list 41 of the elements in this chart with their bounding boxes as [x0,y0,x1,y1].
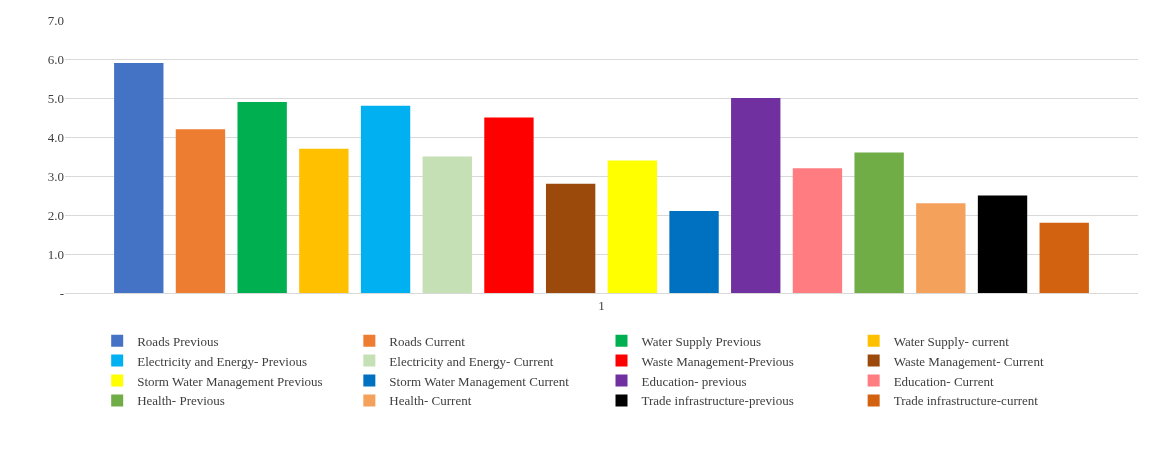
bar [175,129,226,293]
legend-label: Education- previous [641,373,747,389]
bar [545,183,596,293]
legend-label: Water Supply- current [893,333,1010,349]
y-tick-label: 3.0 [47,168,64,184]
bar [1039,222,1089,293]
y-tick-label: 1.0 [47,246,64,262]
y-tick-label: 7.0 [47,12,64,28]
bar [731,98,781,293]
legend-label: Roads Previous [137,333,219,349]
bar [114,62,164,293]
legend-label: Roads Current [389,333,466,349]
legend-label: Waste Management-Previous [641,353,794,369]
bar [854,152,904,293]
bar [299,148,349,293]
bar [422,156,472,293]
legend-label: Storm Water Management Current [389,373,570,389]
legend-label: Waste Management- Current [893,353,1044,369]
bar [607,160,658,293]
legend-label: Electricity and Energy- Previous [137,353,307,369]
legend-label: Storm Water Management Previous [137,373,323,389]
y-tick-label: 4.0 [47,129,64,145]
bar [484,117,534,293]
x-tick-label: 1 [598,297,605,313]
y-tick-label: 6.0 [47,51,64,67]
bar [360,105,411,293]
y-tick-label: 2.0 [47,207,64,223]
bar [916,203,966,293]
bar [977,195,1028,293]
legend-label: Health- Previous [137,393,225,409]
legend-label: Water Supply Previous [641,333,762,349]
legend-label: Health- Current [389,393,472,409]
bar [237,101,287,293]
legend-label: Trade infrastructure-current [893,393,1039,409]
legend-label: Education- Current [893,373,995,389]
legend-label: Trade infrastructure-previous [641,393,794,409]
legend-label: Electricity and Energy- Current [389,353,554,369]
y-tick-label: 5.0 [47,90,64,106]
bar [792,168,843,293]
y-tick-label: - [59,285,64,301]
bar [669,211,719,293]
